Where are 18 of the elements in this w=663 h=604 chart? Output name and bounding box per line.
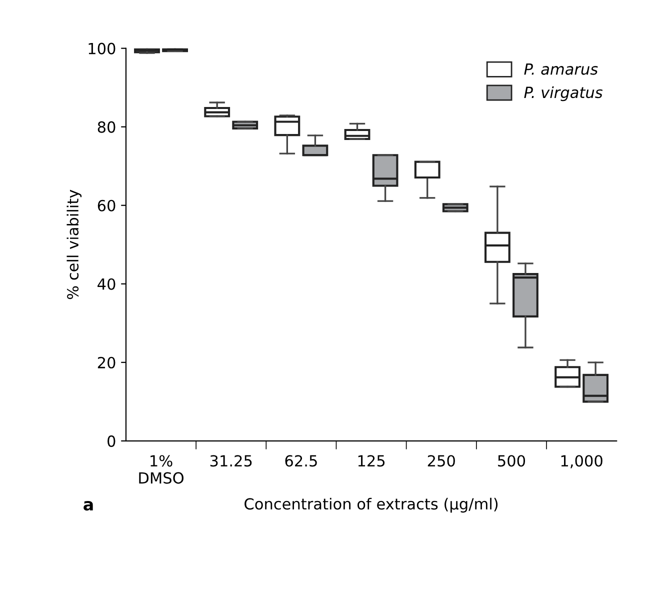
x-tick-label: 62.5 <box>285 455 317 467</box>
x-tick-label: 500 <box>498 455 526 467</box>
x-tick-label: 31.25 <box>210 455 252 467</box>
text: a <box>84 501 93 511</box>
x-tick-label: 250 <box>428 455 455 467</box>
legend-label: P. amarus <box>524 63 598 75</box>
y-tick-label: 60 <box>98 200 116 212</box>
legend-label: P. virgatus <box>524 86 603 102</box>
y-tick-label: 20 <box>98 356 116 368</box>
y-axis-title: % cell viability <box>66 190 82 300</box>
x-tick-label: 1% DMSO <box>139 455 184 484</box>
y-tick-label: 0 <box>108 435 116 447</box>
y-tick-label: 80 <box>98 121 116 133</box>
x-tick-label: 125 <box>358 455 385 467</box>
x-axis-title: Concentration of extracts (µg/ml) <box>244 498 498 513</box>
y-tick-label: 100 <box>88 42 116 54</box>
x-tick-label: 1,000 <box>561 455 602 468</box>
y-tick-label: 40 <box>98 278 116 290</box>
